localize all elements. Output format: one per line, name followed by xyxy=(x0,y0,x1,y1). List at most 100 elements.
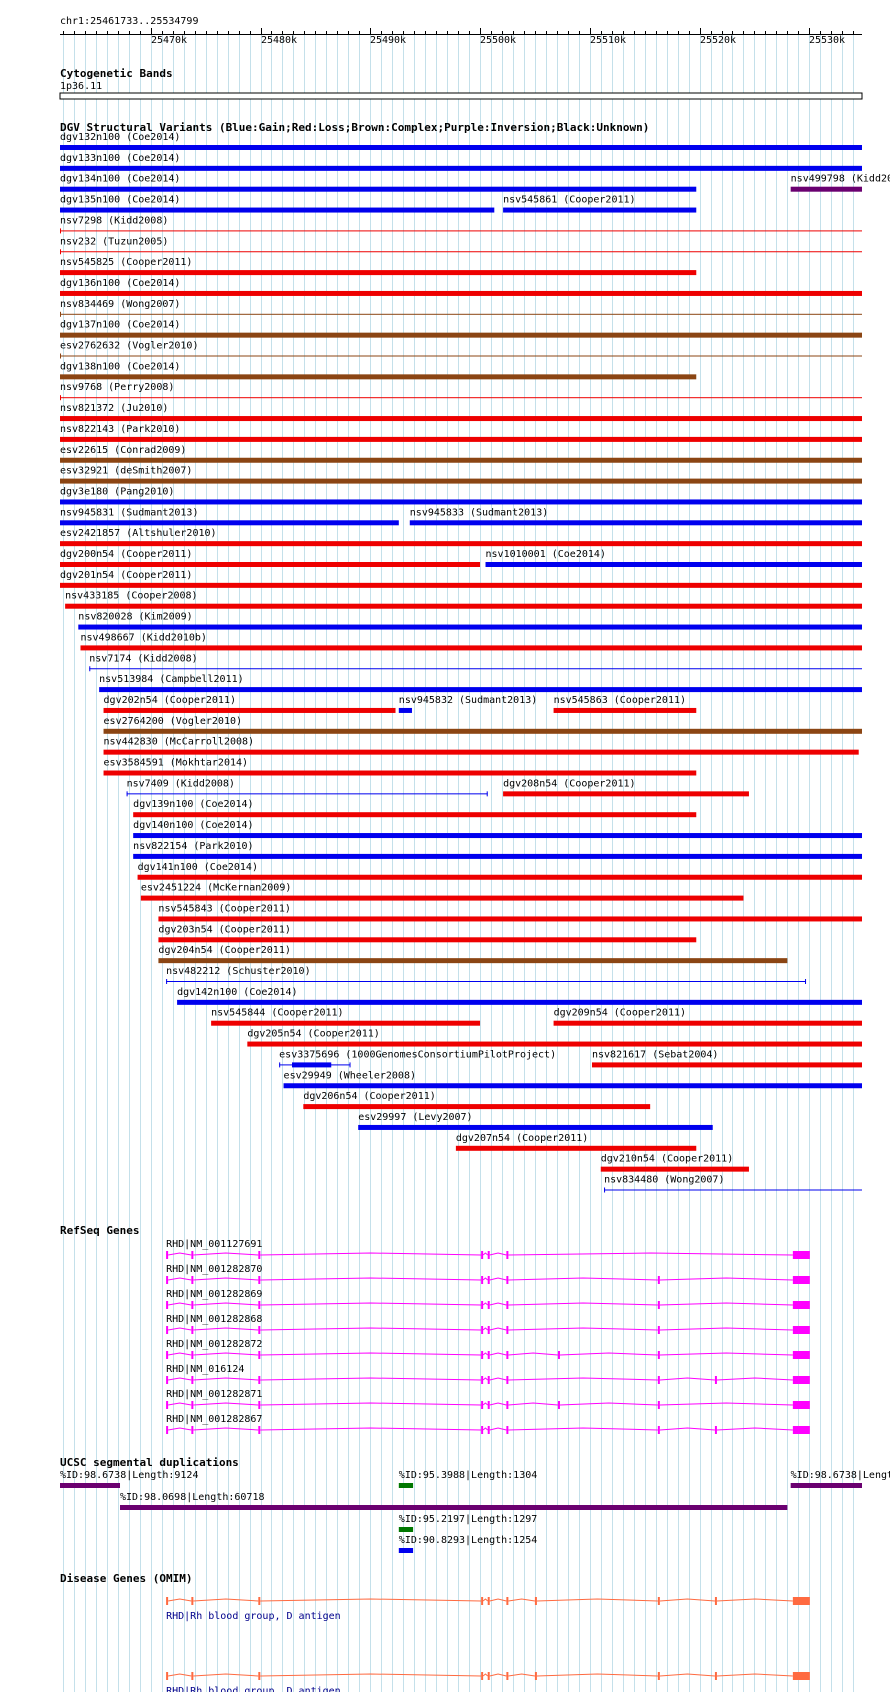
exon[interactable] xyxy=(657,1426,660,1434)
exon[interactable] xyxy=(481,1401,484,1409)
variant-bar[interactable] xyxy=(103,770,697,776)
exon[interactable] xyxy=(191,1351,194,1359)
exon[interactable] xyxy=(506,1276,509,1284)
omim-track[interactable]: RHD|Rh blood group, D antigen RHD|Rh bloo… xyxy=(166,1597,810,1692)
exon[interactable] xyxy=(191,1276,194,1284)
exon[interactable] xyxy=(506,1326,509,1334)
exon[interactable] xyxy=(487,1401,490,1409)
dgv-track[interactable]: dgv132n100 (Coe2014) dgv133n100 (Coe2014)… xyxy=(60,132,890,1193)
exon[interactable] xyxy=(258,1426,261,1434)
exon[interactable] xyxy=(258,1672,261,1680)
segdup-bar[interactable] xyxy=(398,1483,414,1488)
variant-bar[interactable] xyxy=(60,416,862,422)
variant-bar[interactable] xyxy=(60,332,862,338)
exon[interactable] xyxy=(258,1351,261,1359)
variant-bar[interactable] xyxy=(166,981,807,982)
variant-bar[interactable] xyxy=(60,270,697,276)
exon[interactable] xyxy=(191,1401,194,1409)
variant-bar[interactable] xyxy=(358,1124,713,1130)
variant-bar[interactable] xyxy=(133,833,862,839)
exon[interactable] xyxy=(792,1251,810,1259)
variant-bar[interactable] xyxy=(158,916,862,922)
segdup-bar[interactable] xyxy=(398,1527,414,1532)
variant-bar[interactable] xyxy=(140,895,744,901)
exon[interactable] xyxy=(191,1426,194,1434)
variant-bar[interactable] xyxy=(409,520,862,526)
variant-bar[interactable] xyxy=(60,374,697,380)
exon[interactable] xyxy=(258,1376,261,1384)
cytoband-band[interactable] xyxy=(59,92,863,100)
variant-bar[interactable] xyxy=(60,457,862,463)
variant-bar[interactable] xyxy=(65,603,862,609)
exon[interactable] xyxy=(792,1351,810,1359)
exon[interactable] xyxy=(481,1326,484,1334)
exon[interactable] xyxy=(191,1672,194,1680)
variant-bar[interactable] xyxy=(60,165,862,171)
exon[interactable] xyxy=(487,1597,490,1605)
variant-bar[interactable] xyxy=(553,1020,862,1026)
segdup-bar[interactable] xyxy=(60,1483,121,1488)
exon[interactable] xyxy=(166,1401,169,1409)
variant-bar[interactable] xyxy=(89,668,863,670)
variant-bar[interactable] xyxy=(60,520,399,526)
exon[interactable] xyxy=(166,1351,169,1359)
variant-bar[interactable] xyxy=(158,958,788,964)
exon[interactable] xyxy=(166,1672,169,1680)
variant-bar[interactable] xyxy=(99,687,863,693)
exon[interactable] xyxy=(487,1672,490,1680)
exon[interactable] xyxy=(506,1597,509,1605)
exon[interactable] xyxy=(258,1597,261,1605)
exon[interactable] xyxy=(191,1597,194,1605)
variant-bar[interactable] xyxy=(303,1104,651,1110)
exon[interactable] xyxy=(506,1251,509,1259)
variant-bar[interactable] xyxy=(158,937,697,943)
variant-bar[interactable] xyxy=(60,478,862,484)
exon[interactable] xyxy=(534,1597,537,1605)
exon[interactable] xyxy=(792,1326,810,1334)
segdup-bar[interactable] xyxy=(398,1548,414,1553)
variant-bar[interactable] xyxy=(604,1189,862,1191)
segdup-track[interactable]: %ID:98.6738|Length:9124 %ID:95.3988|Lengt… xyxy=(60,1470,890,1553)
exon[interactable] xyxy=(657,1597,660,1605)
variant-bar[interactable] xyxy=(133,812,697,818)
variant-bar[interactable] xyxy=(60,541,862,547)
exon[interactable] xyxy=(481,1376,484,1384)
variant-bar[interactable] xyxy=(60,230,862,232)
exon[interactable] xyxy=(166,1301,169,1309)
exon[interactable] xyxy=(657,1401,660,1409)
exon[interactable] xyxy=(657,1351,660,1359)
exon[interactable] xyxy=(506,1301,509,1309)
exon[interactable] xyxy=(714,1672,717,1680)
exon[interactable] xyxy=(714,1597,717,1605)
exon[interactable] xyxy=(191,1326,194,1334)
variant-bar[interactable] xyxy=(60,562,481,567)
segdup-bar[interactable] xyxy=(120,1505,788,1510)
variant-bar[interactable] xyxy=(60,582,862,588)
variant-bar[interactable] xyxy=(177,999,862,1005)
variant-bar[interactable] xyxy=(60,290,862,296)
variant-bar[interactable] xyxy=(137,874,862,880)
segdup-bar[interactable] xyxy=(790,1483,862,1488)
variant-bar[interactable] xyxy=(60,251,862,253)
exon[interactable] xyxy=(487,1276,490,1284)
exon[interactable] xyxy=(481,1276,484,1284)
exon[interactable] xyxy=(258,1301,261,1309)
variant-bar[interactable] xyxy=(247,1041,862,1047)
exon[interactable] xyxy=(481,1251,484,1259)
position-ruler[interactable]: 25470k 25480k 25490k 25500k 25510k 25520k 2553… xyxy=(60,28,862,46)
refseq-track[interactable]: RHD|NM_001127691 RHD|NM_001282870 RHD|NM_0… xyxy=(166,1239,810,1434)
variant-bar[interactable] xyxy=(103,707,396,713)
exon[interactable] xyxy=(506,1426,509,1434)
exon[interactable] xyxy=(506,1401,509,1409)
exon[interactable] xyxy=(557,1401,560,1409)
exon[interactable] xyxy=(792,1597,810,1605)
exon[interactable] xyxy=(258,1276,261,1284)
exon[interactable] xyxy=(792,1672,810,1680)
exon[interactable] xyxy=(657,1672,660,1680)
exon[interactable] xyxy=(487,1376,490,1384)
exon[interactable] xyxy=(506,1351,509,1359)
exon[interactable] xyxy=(487,1351,490,1359)
exon[interactable] xyxy=(191,1301,194,1309)
exon[interactable] xyxy=(481,1301,484,1309)
exon[interactable] xyxy=(534,1672,537,1680)
